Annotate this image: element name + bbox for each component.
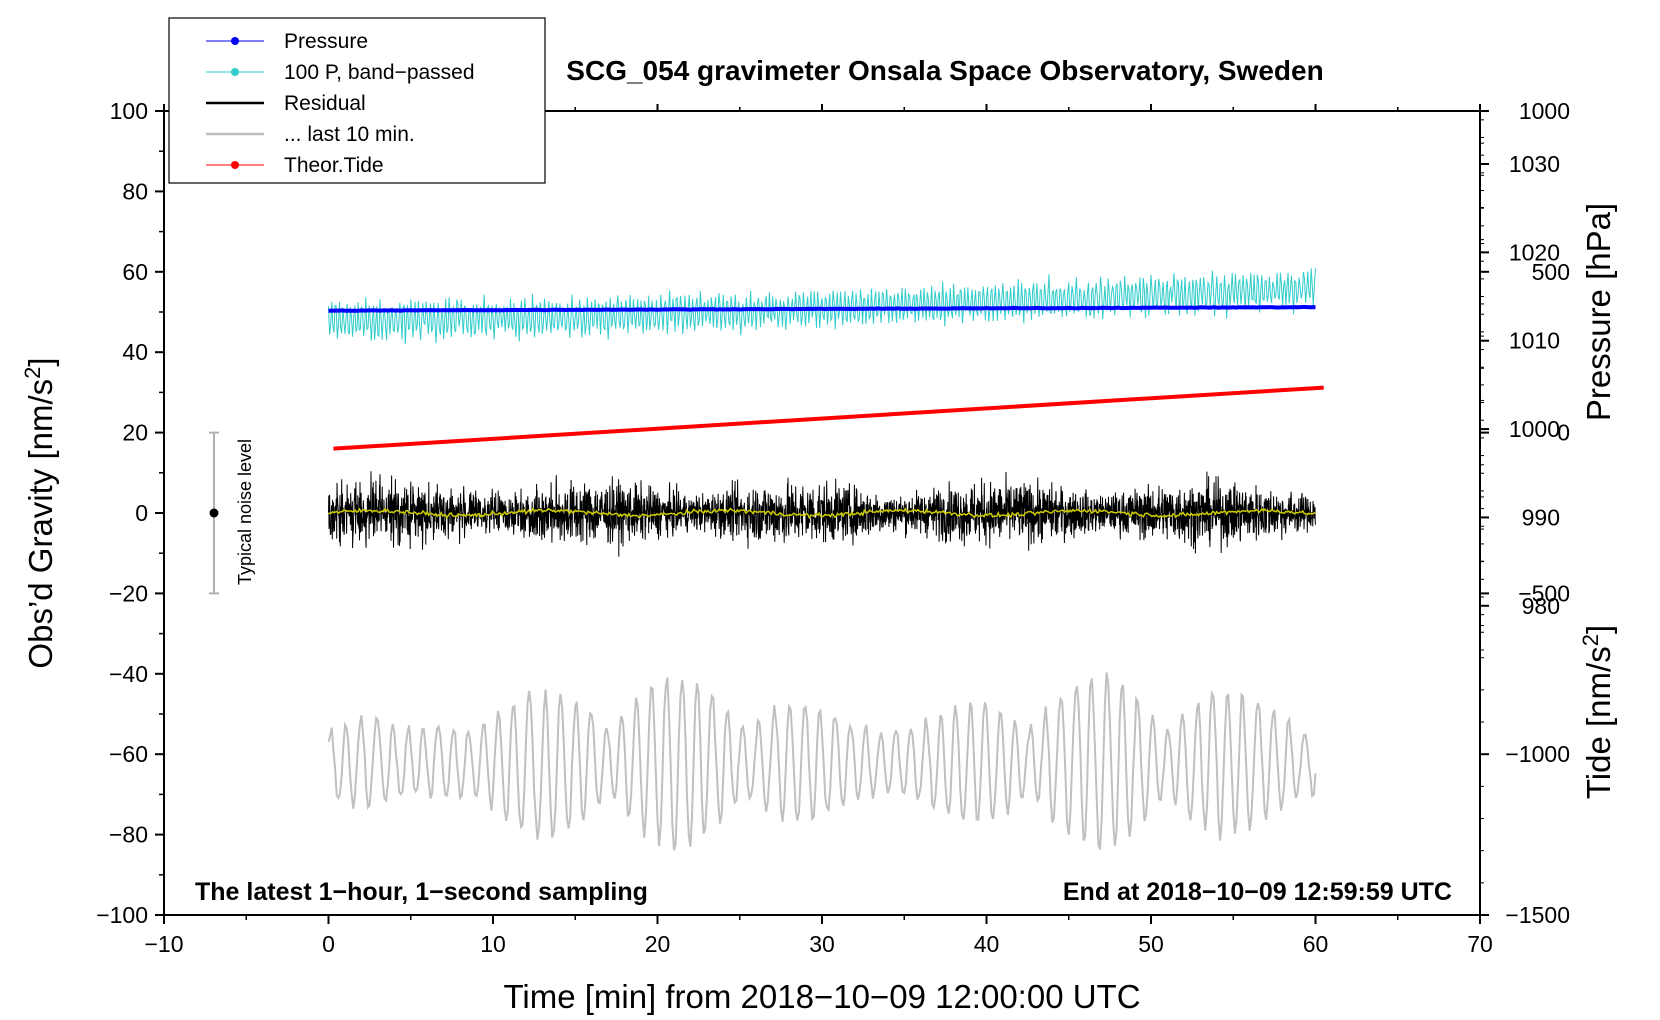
x-tick-label: 60 bbox=[1303, 931, 1329, 957]
legend-label: Pressure bbox=[284, 30, 368, 53]
x-tick-label: 70 bbox=[1467, 931, 1493, 957]
legend-box bbox=[168, 17, 546, 184]
tide-tick-label: 500 bbox=[1532, 259, 1570, 285]
y-axis-pressure-label: Pressure [hPa] bbox=[1580, 203, 1617, 421]
pressure-tick-label: 980 bbox=[1522, 593, 1560, 619]
y-tick-label: 80 bbox=[122, 178, 148, 204]
x-axis: −10 0 10 20 30 40 50 60 70 bbox=[144, 104, 1493, 957]
tide-tick-label: 1000 bbox=[1519, 98, 1570, 124]
pressure-tick-label: 990 bbox=[1522, 504, 1560, 530]
pressure-tick-label: 1020 bbox=[1509, 239, 1560, 265]
x-tick-label: −10 bbox=[144, 931, 183, 957]
annotation-end-time: End at 2018−10−09 12:59:59 UTC bbox=[1063, 878, 1452, 906]
chart-title: SCG_054 gravimeter Onsala Space Observat… bbox=[566, 55, 1323, 86]
series-100p-band-passed bbox=[328, 267, 1316, 345]
noise-bar-dot bbox=[209, 508, 219, 518]
y-tick-label: −100 bbox=[96, 902, 148, 928]
noise-level-label: Typical noise level bbox=[235, 439, 255, 585]
legend-label: Residual bbox=[284, 92, 366, 115]
y-tick-label: 0 bbox=[135, 500, 148, 526]
y-tick-label: 100 bbox=[110, 98, 148, 124]
y-tick-label: −80 bbox=[109, 822, 148, 848]
legend-label: Theor.Tide bbox=[284, 154, 384, 177]
series-layer bbox=[327, 267, 1324, 851]
y-axis-left-label: Obs’d Gravity [nm/s2] bbox=[20, 357, 59, 668]
series-pressure bbox=[328, 305, 1316, 313]
x-tick-label: 0 bbox=[322, 931, 335, 957]
y-axis-tide: 1000 500 0 −500 −1000 −1500 bbox=[1480, 98, 1570, 928]
y-tick-label: −60 bbox=[109, 741, 148, 767]
y-tick-label: −40 bbox=[109, 661, 148, 687]
x-axis-label: Time [min] from 2018−10−09 12:00:00 UTC bbox=[503, 978, 1140, 1015]
series-theor-tide bbox=[333, 385, 1324, 451]
series-last-10-min bbox=[327, 672, 1317, 851]
x-tick-label: 20 bbox=[645, 931, 671, 957]
pressure-tick-label: 1010 bbox=[1509, 328, 1560, 354]
legend: Pressure 100 P, band−passed Residual ... la… bbox=[168, 17, 546, 184]
annotation-sampling: The latest 1−hour, 1−second sampling bbox=[195, 878, 648, 906]
y-tick-label: 20 bbox=[122, 420, 148, 446]
legend-marker bbox=[231, 68, 239, 76]
legend-marker bbox=[231, 161, 239, 169]
y-axis-left-label-sup: 2 bbox=[20, 367, 45, 379]
series-residual-smoothed bbox=[328, 506, 1316, 520]
y-tick-label: 60 bbox=[122, 259, 148, 285]
legend-marker bbox=[231, 37, 239, 45]
y-tick-label: −20 bbox=[109, 580, 148, 606]
y-axis-tide-label-sup: 2 bbox=[1578, 634, 1603, 646]
typical-noise-bar bbox=[209, 431, 219, 595]
y-axis-tide-label: Tide [nm/s2] bbox=[1578, 625, 1617, 799]
x-tick-label: 40 bbox=[974, 931, 1000, 957]
pressure-tick-label: 1030 bbox=[1509, 151, 1560, 177]
legend-label: ... last 10 min. bbox=[284, 123, 415, 146]
tide-tick-label: −1000 bbox=[1505, 741, 1570, 767]
series-residual bbox=[328, 471, 1316, 557]
tide-tick-label: −1500 bbox=[1505, 902, 1570, 928]
x-tick-label: 30 bbox=[809, 931, 835, 957]
y-tick-label: 40 bbox=[122, 339, 148, 365]
y-axis-pressure: 1030 1020 1010 1000 990 980 bbox=[1480, 119, 1560, 651]
y-axis-left: 100 80 60 40 20 0 −20 −40 −60 −80 −100 bbox=[96, 98, 164, 928]
x-tick-label: 10 bbox=[480, 931, 506, 957]
x-tick-label: 50 bbox=[1138, 931, 1164, 957]
pressure-tick-label: 1000 bbox=[1509, 416, 1560, 442]
tide-tick-label: −500 bbox=[1518, 580, 1570, 606]
tide-tick-label: 0 bbox=[1557, 420, 1570, 446]
legend-label: 100 P, band−passed bbox=[284, 61, 475, 84]
